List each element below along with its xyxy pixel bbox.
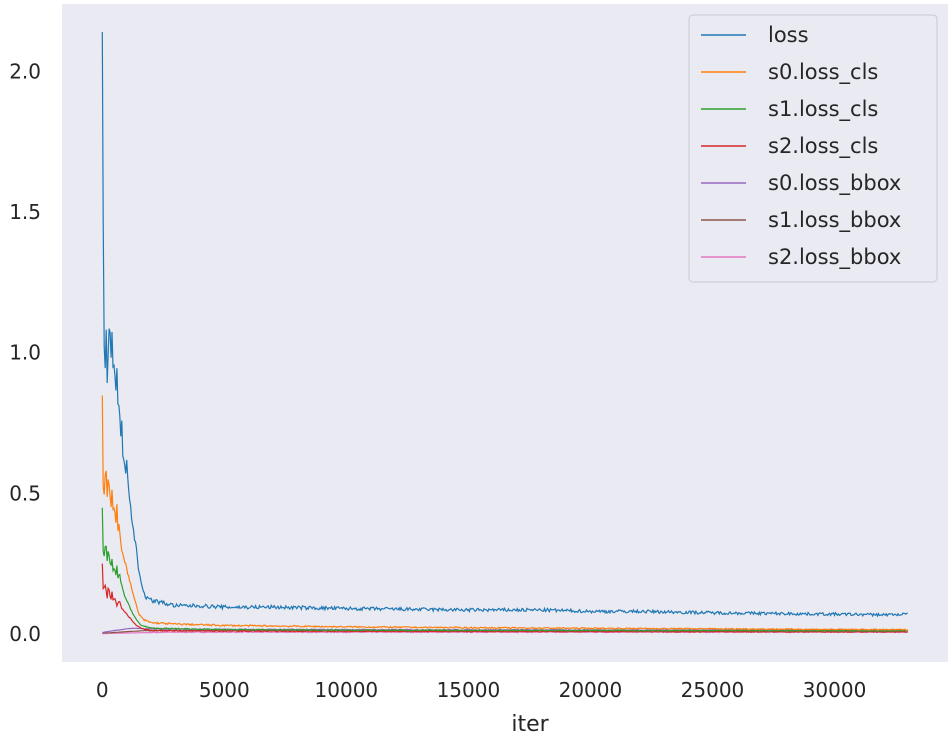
x-tick-label: 0 xyxy=(96,678,109,702)
legend-label-3: s2.loss_cls xyxy=(768,134,878,159)
x-tick-label: 5000 xyxy=(199,678,250,702)
y-tick-label: 1.5 xyxy=(9,200,41,224)
y-tick-label: 2.0 xyxy=(9,59,41,83)
series-line-3 xyxy=(101,563,909,634)
legend-label-4: s0.loss_bbox xyxy=(768,171,901,196)
x-tick-label: 25000 xyxy=(681,678,745,702)
series-layer xyxy=(101,31,909,635)
legend-label-0: loss xyxy=(768,23,809,47)
x-axis-ticks: 0 5000 10000 15000 20000 25000 30000 xyxy=(96,678,866,702)
x-tick-label: 30000 xyxy=(803,678,867,702)
x-tick-label: 20000 xyxy=(559,678,623,702)
series-line-0 xyxy=(101,31,908,618)
y-tick-label: 1.0 xyxy=(9,341,41,365)
legend: loss s0.loss_cls s1.loss_cls s2.loss_cls s0.… xyxy=(688,14,938,283)
x-tick-label: 15000 xyxy=(437,678,501,702)
y-tick-label: 0.0 xyxy=(9,622,41,646)
legend-label-5: s1.loss_bbox xyxy=(768,208,901,233)
legend-label-1: s0.loss_cls xyxy=(768,60,878,85)
series-line-1 xyxy=(101,395,908,631)
x-axis-label: iter xyxy=(511,712,549,737)
y-tick-label: 0.5 xyxy=(9,481,41,505)
y-axis-ticks: 0.0 0.5 1.0 1.5 2.0 xyxy=(9,59,41,645)
legend-label-2: s1.loss_cls xyxy=(768,97,878,122)
legend-box xyxy=(688,14,938,283)
legend-label-6: s2.loss_bbox xyxy=(768,245,901,270)
x-tick-label: 10000 xyxy=(315,678,379,702)
series-line-2 xyxy=(101,507,908,633)
